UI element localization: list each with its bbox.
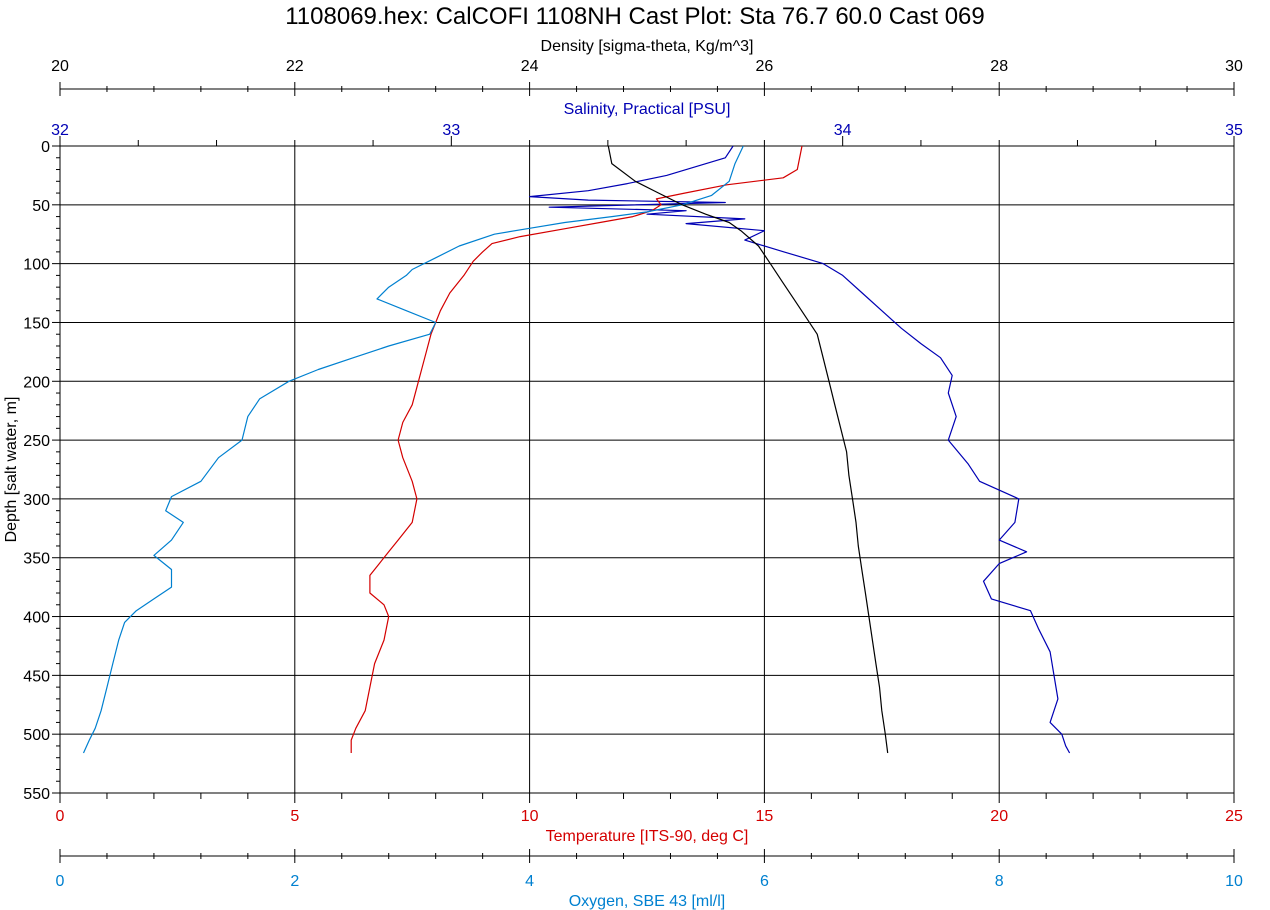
oxygen-tick-label: 6 [760, 873, 769, 890]
oxygen-tick-label: 10 [1225, 873, 1243, 890]
oxygen-tick-label: 4 [525, 873, 534, 890]
density-tick-label: 26 [756, 58, 774, 75]
depth-tick-label: 350 [23, 551, 50, 568]
oxygen-profile-line [82, 145, 744, 754]
depth-tick-label: 550 [23, 786, 50, 803]
oxygen-tick-label: 2 [290, 873, 299, 890]
depth-tick-label: 50 [32, 198, 50, 215]
depth-axis-label: Depth [salt water, m] [3, 397, 20, 543]
density-tick-label: 28 [990, 58, 1008, 75]
density-axis-label: Density [sigma-theta, Kg/m^3] [541, 38, 754, 55]
depth-tick-label: 250 [23, 433, 50, 450]
salinity-axis-label: Salinity, Practical [PSU] [564, 101, 731, 118]
depth-tick-label: 500 [23, 727, 50, 744]
temperature-axis-label: Temperature [ITS-90, deg C] [546, 828, 749, 845]
temperature-tick-label: 20 [990, 808, 1008, 825]
salinity-tick-label: 34 [834, 122, 852, 139]
oxygen-tick-label: 0 [56, 873, 65, 890]
chart-title: 1108069.hex: CalCOFI 1108NH Cast Plot: S… [285, 3, 985, 30]
temperature-tick-label: 10 [521, 808, 539, 825]
temperature-profile-line [350, 145, 803, 753]
density-tick-label: 22 [286, 58, 304, 75]
salinity-profile-line [528, 145, 1071, 754]
oxygen-axis-label: Oxygen, SBE 43 [ml/l] [569, 893, 726, 910]
salinity-tick-label: 32 [51, 122, 69, 139]
density-profile-line [607, 145, 889, 754]
depth-tick-label: 300 [23, 492, 50, 509]
temperature-tick-label: 0 [56, 808, 65, 825]
depth-tick-label: 0 [41, 139, 50, 156]
temperature-tick-label: 5 [290, 808, 299, 825]
salinity-tick-label: 35 [1225, 122, 1243, 139]
depth-tick-label: 450 [23, 668, 50, 685]
density-tick-label: 24 [521, 58, 539, 75]
salinity-tick-label: 33 [442, 122, 460, 139]
depth-tick-label: 150 [23, 315, 50, 332]
depth-tick-label: 100 [23, 257, 50, 274]
depth-tick-label: 400 [23, 610, 50, 627]
density-tick-label: 20 [51, 58, 69, 75]
grid-layer [59, 145, 1235, 794]
depth-tick-label: 200 [23, 374, 50, 391]
series-layer [82, 145, 1071, 754]
oxygen-tick-label: 8 [995, 873, 1004, 890]
temperature-tick-label: 25 [1225, 808, 1243, 825]
temperature-tick-label: 15 [756, 808, 774, 825]
density-tick-label: 30 [1225, 58, 1243, 75]
